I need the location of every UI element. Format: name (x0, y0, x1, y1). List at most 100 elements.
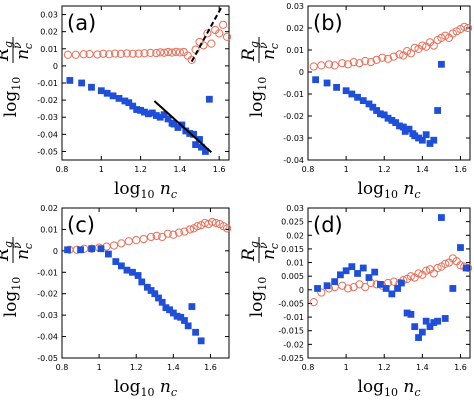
square-point (156, 113, 164, 121)
circle-point (207, 39, 216, 48)
panel-label: (d) (313, 213, 343, 237)
square-point (109, 92, 117, 100)
square-point (418, 328, 426, 336)
square-point (177, 313, 185, 321)
circle-point (395, 50, 404, 59)
y-tick-label: 0.02 (286, 24, 304, 33)
square-point (121, 97, 129, 105)
svg-text:log10: log10 (247, 277, 269, 318)
panel-label: (a) (67, 11, 96, 35)
square-point (155, 294, 162, 302)
x-tick-label: 0.8 (56, 363, 69, 372)
square-point (117, 262, 125, 270)
circle-point (152, 48, 161, 58)
circle-point (422, 266, 431, 275)
square-point (377, 280, 384, 288)
square-point (382, 285, 390, 292)
y-tick-label: -0.04 (283, 156, 304, 165)
circle-point (208, 217, 217, 227)
square-point (380, 111, 388, 119)
panel-label: (b) (313, 11, 343, 35)
square-point (115, 95, 123, 102)
square-point (192, 141, 199, 148)
circle-point (160, 48, 169, 57)
circle-point (156, 48, 165, 57)
square-point (88, 83, 95, 91)
circle-point (343, 284, 353, 293)
y-tick-label: 0.02 (40, 28, 58, 37)
y-tick-label: -0.03 (37, 311, 58, 320)
square-point (137, 106, 144, 114)
square-point (388, 290, 396, 298)
square-point (184, 322, 192, 330)
square-point (205, 95, 213, 103)
circle-point (117, 239, 126, 248)
y-tick-label: -0.04 (37, 130, 58, 139)
square-point (405, 125, 413, 133)
square-point (396, 122, 403, 130)
x-tick-label: 1.4 (416, 165, 429, 174)
svg-text:Rg: Rg (239, 241, 261, 262)
panel-b: 0.8 1 1.2 1.4 1.6 -0.04 -0.03 -0.02 -0.01 0 0.01 0.… (239, 2, 473, 201)
circle-point (105, 50, 114, 59)
x-tick-label: 1.2 (130, 363, 143, 372)
circle-point (330, 61, 339, 70)
circle-point (110, 49, 120, 58)
circle-point (460, 22, 469, 31)
circle-point (429, 269, 438, 278)
square-point (399, 123, 407, 131)
square-point (97, 87, 105, 95)
x-tick-label: 1.4 (174, 165, 187, 174)
square-point (196, 136, 203, 143)
square-point (388, 117, 396, 124)
circle-point (324, 60, 334, 69)
x-tick-label: 1 (99, 165, 104, 174)
square-point (147, 287, 155, 294)
square-point (103, 89, 111, 97)
square-point (397, 279, 405, 287)
square-point (401, 128, 409, 135)
square-point (104, 250, 112, 258)
square-point (181, 317, 188, 324)
circle-point (361, 282, 370, 292)
square-point (342, 267, 350, 275)
square-point (371, 268, 379, 276)
circle-point (389, 277, 398, 286)
circle-point (122, 49, 131, 58)
circle-point (429, 41, 438, 50)
circle-point (134, 49, 143, 58)
square-point (162, 304, 170, 312)
square-point (392, 119, 400, 126)
x-tick-label: 1.6 (204, 363, 217, 372)
square-point (359, 264, 367, 272)
x-tick-label: 1.2 (378, 363, 391, 372)
y-tick-label: 0.02 (286, 231, 304, 240)
circle-point (185, 225, 195, 234)
x-tick-label: 1.2 (134, 165, 147, 174)
square-point (190, 130, 198, 138)
square-point (333, 84, 340, 91)
square-point (415, 134, 422, 142)
y-tick-label: 0.02 (40, 204, 58, 213)
square-point (457, 244, 464, 251)
square-point (112, 258, 120, 265)
circle-point (63, 50, 72, 59)
square-point (449, 285, 457, 292)
square-point (377, 110, 384, 118)
circle-point (174, 228, 183, 237)
dashed-guide-line (190, 7, 223, 63)
circle-point (410, 43, 419, 52)
y-tick-label: 0.03 (286, 2, 304, 11)
y-tick-label: -0.03 (37, 113, 58, 122)
y-tick-label: -0.015 (278, 327, 304, 336)
y-tick-label: -0.02 (37, 96, 58, 105)
square-point (365, 274, 373, 281)
circle-point (163, 229, 172, 238)
square-point (415, 334, 422, 341)
square-point (384, 114, 392, 122)
circle-point (215, 29, 224, 38)
panel-a: 0.8 1 1.2 1.4 1.6 -0.05 -0.04 -0.03 -0.02 -0.01 0 0… (0, 5, 232, 201)
circle-point (463, 23, 473, 33)
